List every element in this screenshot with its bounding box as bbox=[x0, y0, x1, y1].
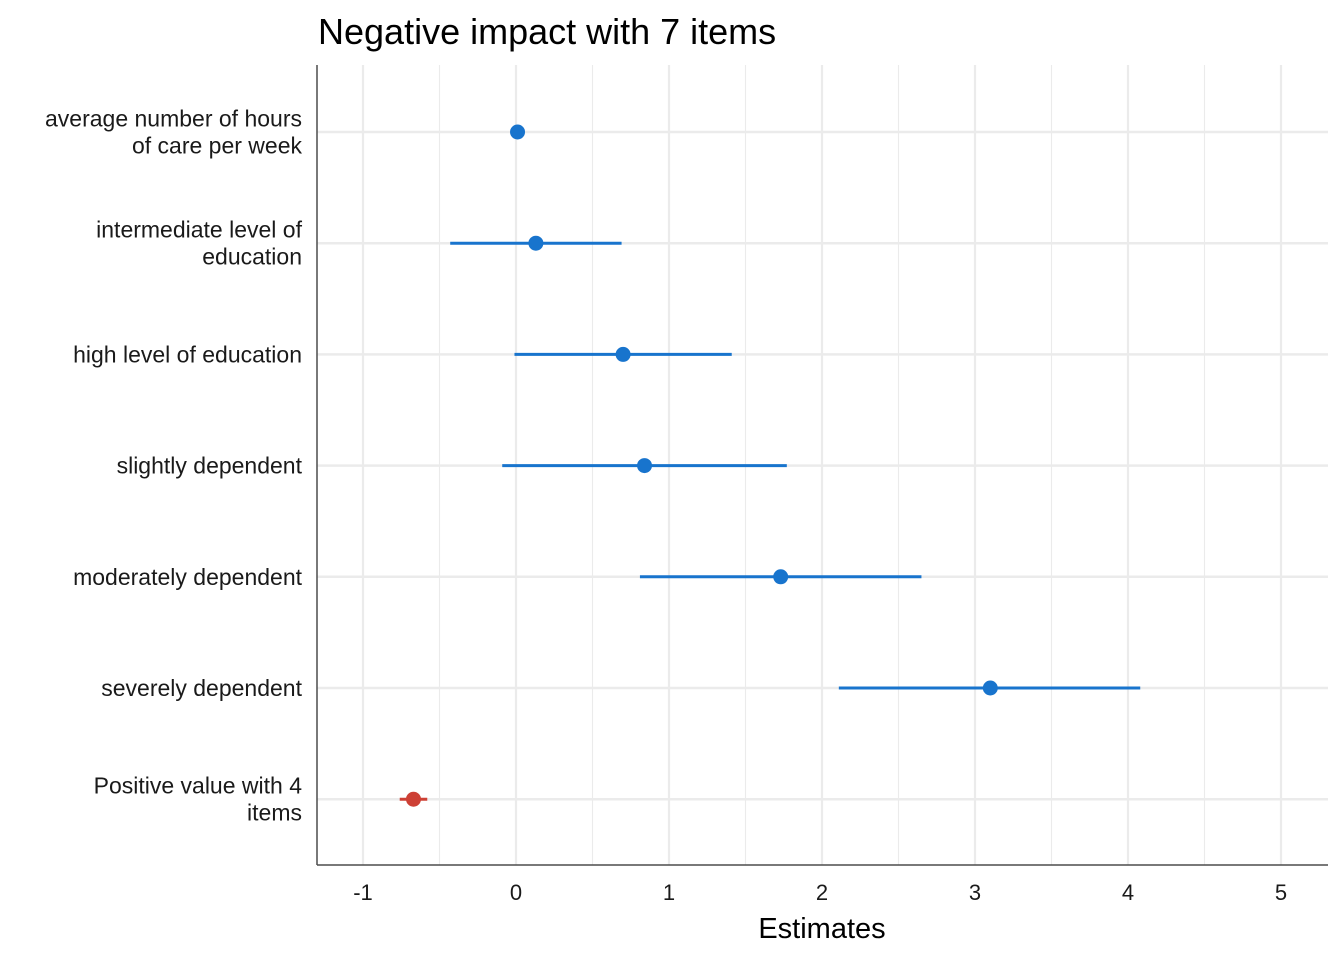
term-label: average number of hours bbox=[45, 106, 302, 132]
x-tick-label: 2 bbox=[816, 880, 828, 905]
x-tick-label: 5 bbox=[1275, 880, 1287, 905]
estimate-point bbox=[510, 124, 526, 140]
grid-lines bbox=[317, 65, 1328, 865]
estimate-point bbox=[615, 346, 631, 362]
estimate-point bbox=[528, 235, 544, 251]
axes bbox=[316, 65, 1328, 866]
term-label: Positive value with 4 bbox=[94, 773, 303, 799]
term-label: severely dependent bbox=[101, 675, 302, 701]
x-tick-label: 4 bbox=[1122, 880, 1134, 905]
term-label: high level of education bbox=[73, 341, 302, 367]
x-tick-label: -1 bbox=[353, 880, 373, 905]
estimate-marks bbox=[399, 124, 1141, 807]
x-axis-title: Estimates bbox=[758, 913, 885, 945]
term-label: of care per week bbox=[132, 133, 303, 159]
estimate-point bbox=[405, 791, 421, 807]
x-tick-label: 0 bbox=[510, 880, 522, 905]
term-label: moderately dependent bbox=[73, 564, 302, 590]
term-label: slightly dependent bbox=[117, 453, 303, 479]
chart-title: Negative impact with 7 items bbox=[318, 11, 776, 52]
term-label: items bbox=[247, 800, 302, 826]
estimate-point bbox=[637, 458, 653, 474]
term-label: education bbox=[202, 244, 302, 270]
estimate-point bbox=[773, 569, 789, 585]
term-label: intermediate level of bbox=[96, 217, 302, 243]
x-tick-labels: -1 0 1 2 3 4 5 bbox=[353, 880, 1287, 905]
x-tick-label: 1 bbox=[663, 880, 675, 905]
estimate-point bbox=[982, 680, 998, 696]
x-tick-label: 3 bbox=[969, 880, 981, 905]
